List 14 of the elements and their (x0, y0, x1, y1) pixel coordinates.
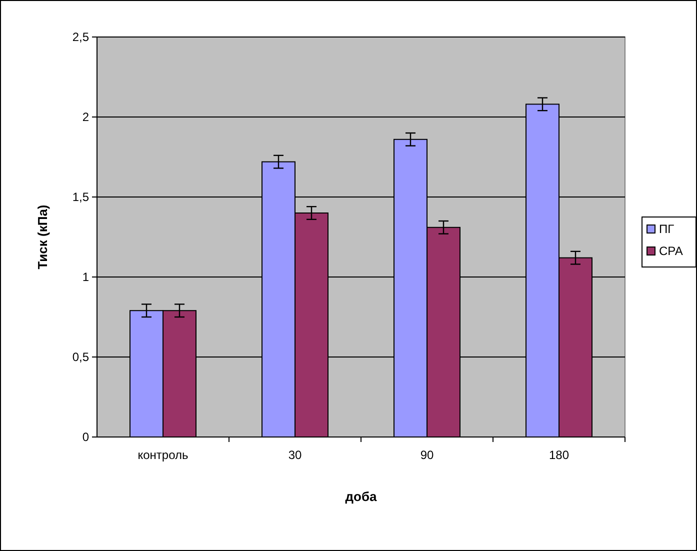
x-tick-label: 90 (420, 448, 434, 462)
x-tick-label: контроль (138, 448, 188, 462)
x-tick-label: 180 (548, 448, 570, 462)
x-tick-label: 30 (288, 448, 302, 462)
y-tick-label: 0,5 (72, 350, 90, 364)
legend-label: СРА (659, 244, 683, 258)
y-tick-label: 2,5 (72, 30, 90, 44)
y-tick-label: 1,5 (72, 190, 90, 204)
x-axis-title: доба (345, 489, 378, 504)
y-tick-label: 0 (82, 430, 90, 444)
y-tick-label: 2 (82, 110, 90, 124)
legend-label: ПГ (659, 222, 675, 236)
y-tick-label: 1 (82, 270, 90, 284)
y-axis-title: Тиск (кПа) (35, 204, 50, 270)
